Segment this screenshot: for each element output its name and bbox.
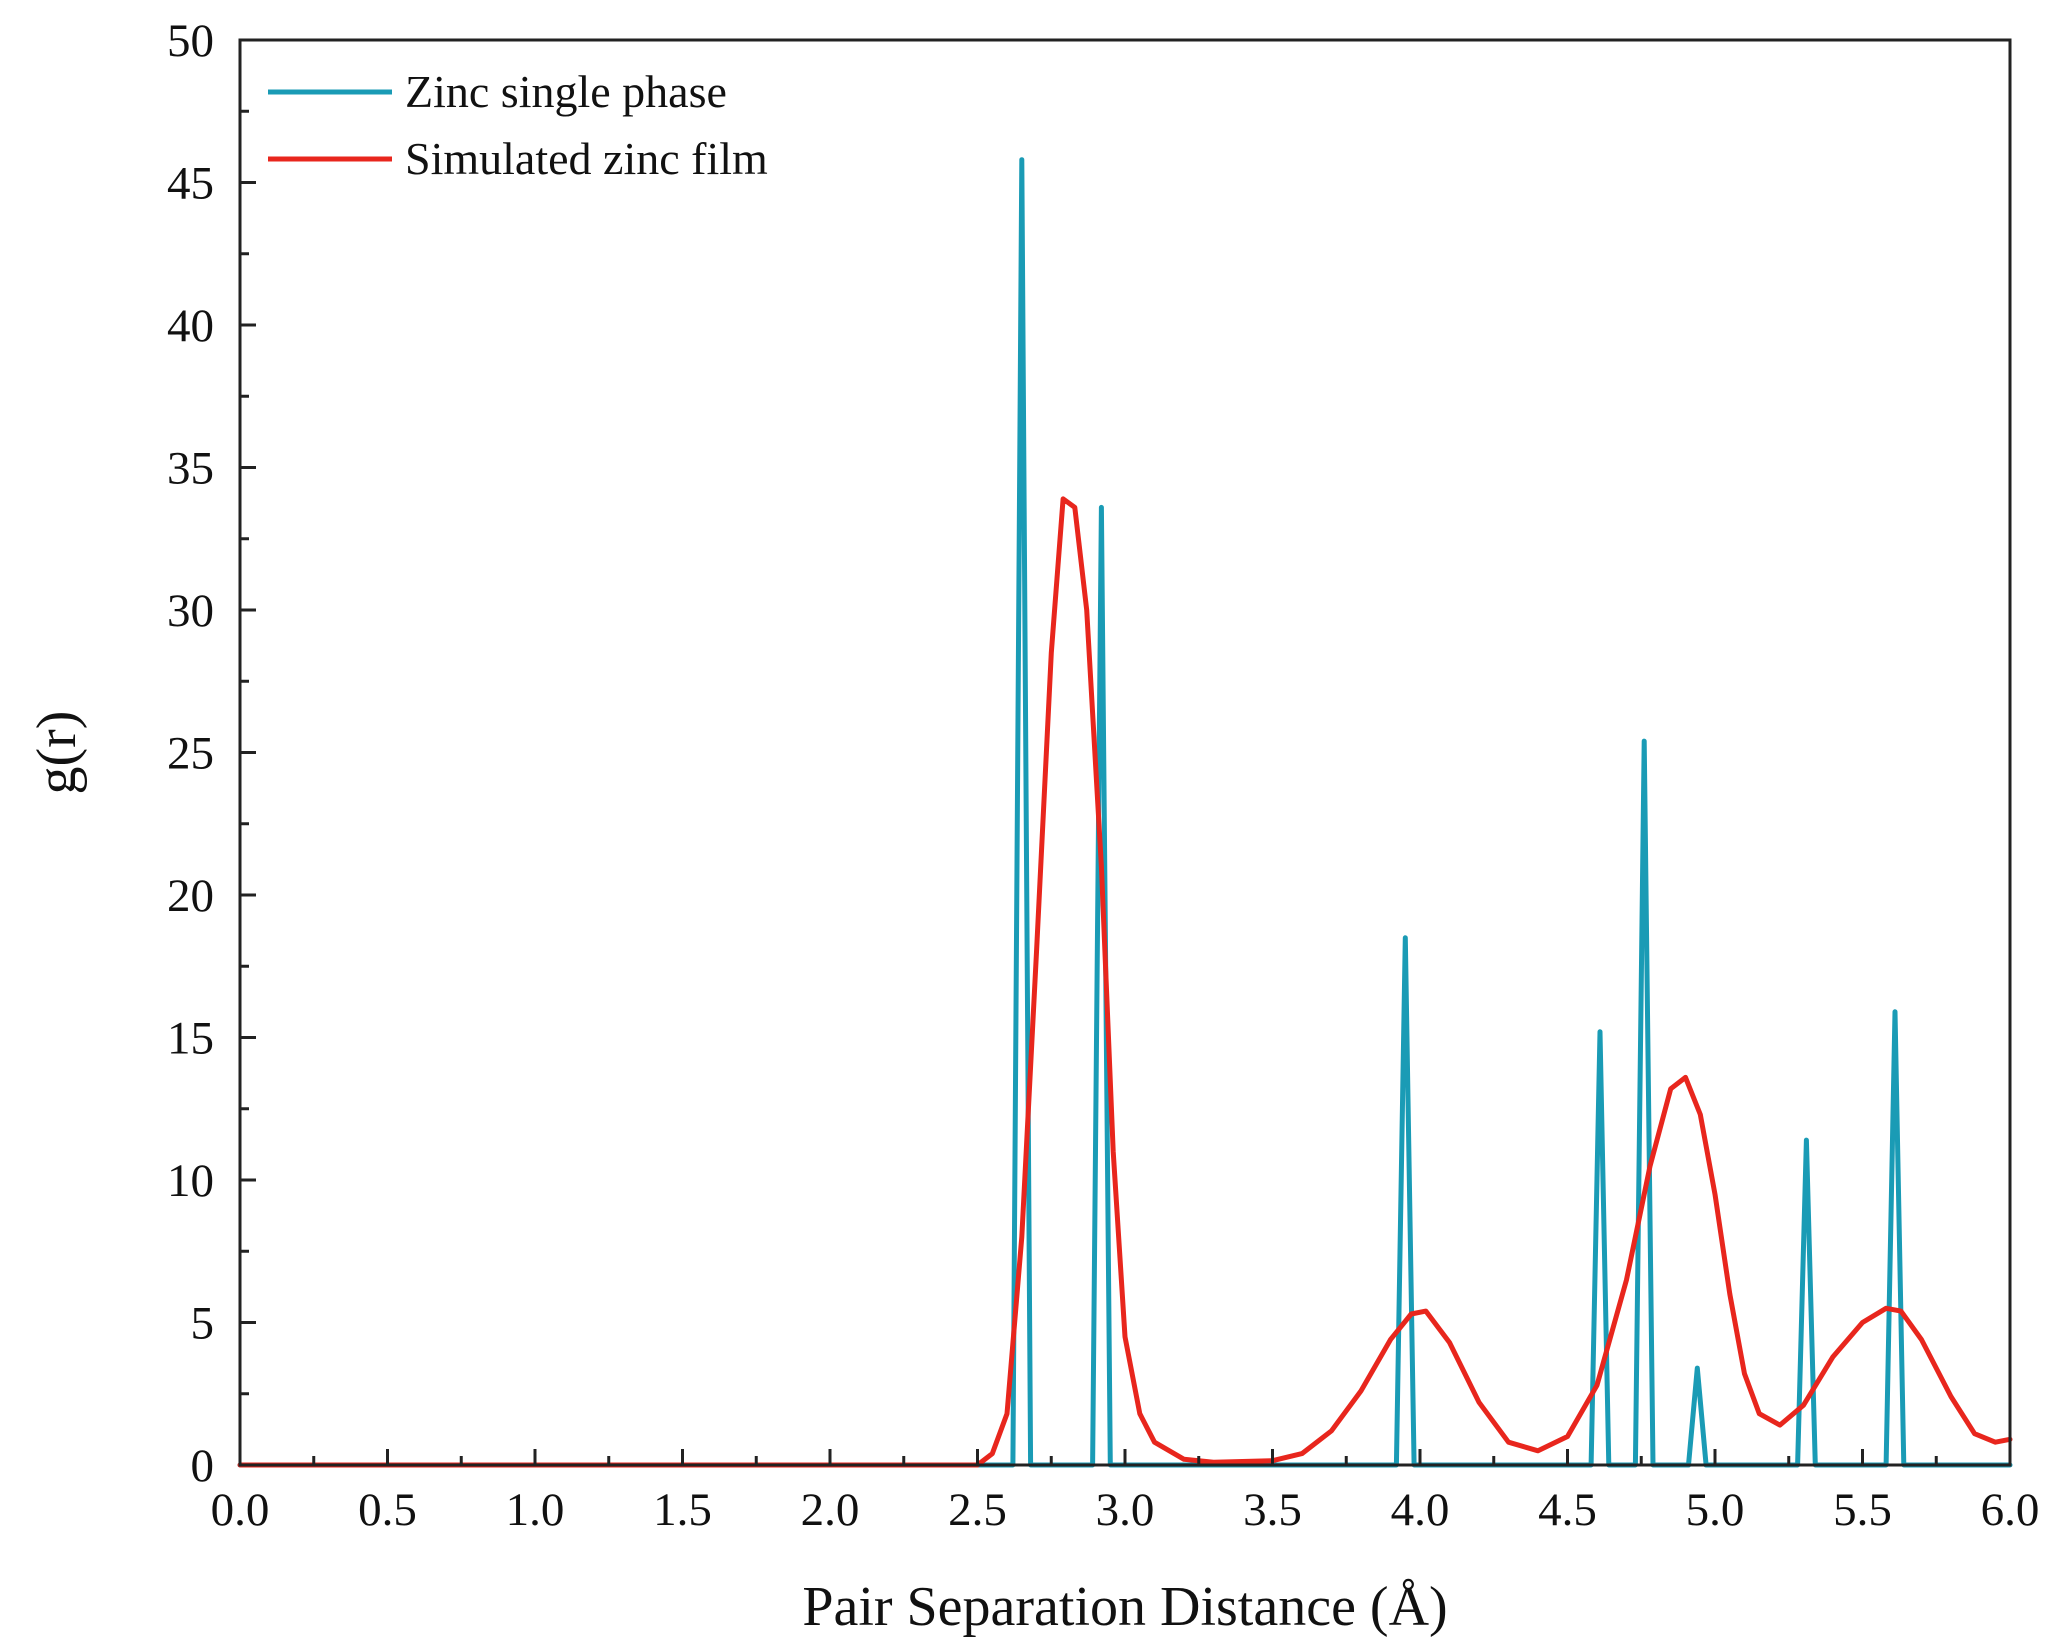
x-tick-label: 2.5 xyxy=(948,1484,1007,1536)
y-axis: 0 5 10 15 20 25 30 35 40 45 50 xyxy=(167,15,256,1492)
x-tick-label: 3.5 xyxy=(1243,1484,1302,1536)
x-tick-label: 0.0 xyxy=(211,1484,270,1536)
x-axis: 0.0 0.5 1.0 1.5 2.0 2.5 3.0 3.5 4.0 4.5 5.0 5.5 6.0 xyxy=(211,1449,2040,1536)
legend-label-1: Zinc single phase xyxy=(405,66,727,117)
y-tick-label: 50 xyxy=(167,15,214,67)
y-tick-label: 5 xyxy=(191,1298,215,1350)
y-tick-label: 40 xyxy=(167,300,214,352)
x-tick-label: 1.5 xyxy=(653,1484,712,1536)
legend: Zinc single phase Simulated zinc film xyxy=(268,66,768,184)
y-axis-title: g(r) xyxy=(26,711,88,795)
legend-label-2: Simulated zinc film xyxy=(405,133,768,184)
y-tick-label: 15 xyxy=(167,1013,214,1065)
x-tick-label: 0.5 xyxy=(358,1484,417,1536)
x-tick-label: 2.0 xyxy=(801,1484,860,1536)
x-tick-label: 4.5 xyxy=(1538,1484,1597,1536)
x-tick-label: 4.0 xyxy=(1391,1484,1450,1536)
series-line-2 xyxy=(237,496,2013,1468)
x-tick-label: 1.0 xyxy=(506,1484,565,1536)
x-tick-label: 5.0 xyxy=(1686,1484,1745,1536)
x-tick-label: 3.0 xyxy=(1096,1484,1155,1536)
y-tick-label: 35 xyxy=(167,443,214,495)
x-axis-title: Pair Separation Distance (Å) xyxy=(802,1576,1447,1638)
y-tick-label: 20 xyxy=(167,870,214,922)
x-tick-label: 5.5 xyxy=(1833,1484,1892,1536)
x-tick-label: 6.0 xyxy=(1981,1484,2040,1536)
y-tick-label: 10 xyxy=(167,1155,214,1207)
y-tick-label: 0 xyxy=(191,1440,215,1492)
y-tick-label: 25 xyxy=(167,728,214,780)
y-tick-label: 45 xyxy=(167,158,214,210)
y-tick-label: 30 xyxy=(167,585,214,637)
